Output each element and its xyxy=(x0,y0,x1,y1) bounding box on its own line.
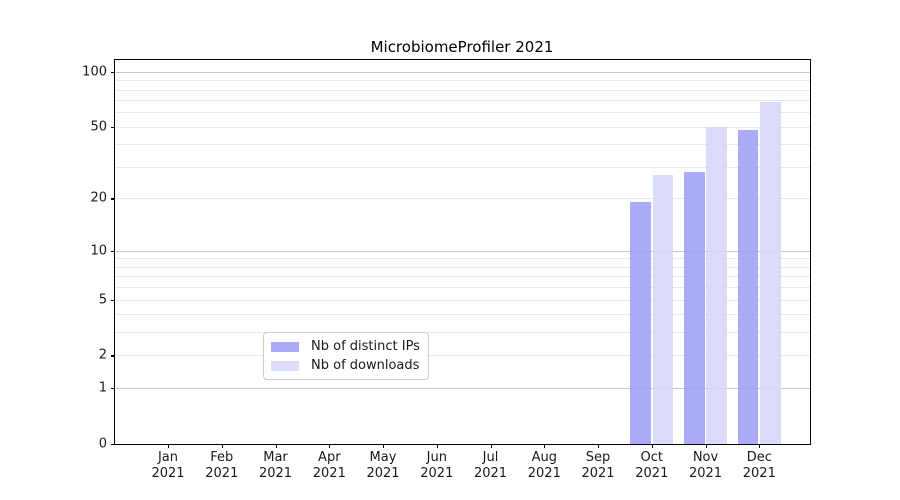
y-gridline xyxy=(115,71,810,73)
x-tick xyxy=(651,444,653,448)
bar-downloads xyxy=(760,102,781,444)
x-tick xyxy=(759,444,761,448)
legend-item-label: Nb of distinct IPs xyxy=(311,339,420,354)
y-tick-label: 50 xyxy=(90,119,107,135)
y-tick xyxy=(111,250,115,252)
y-gridline xyxy=(115,250,810,252)
x-tick-label: Apr 2021 xyxy=(312,450,346,481)
x-tick-label: Nov 2021 xyxy=(688,450,723,481)
plot-area: 0 1 2 5 10 20 50 100 Jan 2021 Feb 2021 Mar 2021 Apr 202… xyxy=(82,59,811,481)
legend-item: Nb of downloads xyxy=(271,358,420,373)
x-tick-label: May 2021 xyxy=(366,450,400,481)
x-tick-label: Feb 2021 xyxy=(205,450,239,481)
y-gridline xyxy=(115,332,810,334)
y-gridline xyxy=(115,287,810,288)
y-tick xyxy=(111,355,115,357)
y-gridline xyxy=(115,266,810,268)
y-gridline xyxy=(115,355,810,357)
x-tick-label: Jul 2021 xyxy=(473,450,508,481)
y-gridline xyxy=(115,258,810,260)
bar-distinct-ips xyxy=(684,172,705,444)
x-tick-label: Jun 2021 xyxy=(420,450,454,481)
y-tick-label: 0 xyxy=(98,436,107,452)
x-tick xyxy=(221,444,223,448)
legend-swatch-distinct-ips xyxy=(271,341,299,352)
y-gridline xyxy=(115,167,810,168)
y-tick-label: 100 xyxy=(82,64,107,80)
y-gridline xyxy=(115,89,810,91)
y-gridline xyxy=(115,80,810,82)
legend-item-label: Nb of downloads xyxy=(311,358,420,373)
bar-distinct-ips xyxy=(630,202,651,444)
y-gridline xyxy=(115,388,810,390)
y-tick xyxy=(111,444,115,446)
x-tick-label: Sep 2021 xyxy=(581,450,615,481)
y-gridline xyxy=(115,299,810,301)
y-tick-label: 5 xyxy=(98,292,107,307)
legend: Nb of distinct IPs Nb of downloads xyxy=(263,332,429,380)
x-tick xyxy=(490,444,492,448)
legend-swatch-downloads xyxy=(271,360,299,371)
y-tick-label: 2 xyxy=(98,347,107,363)
y-tick-label: 20 xyxy=(90,190,107,206)
x-tick-label: Mar 2021 xyxy=(258,450,293,481)
x-tick xyxy=(168,444,170,448)
y-gridline xyxy=(115,314,810,316)
y-tick xyxy=(111,299,115,301)
bar-distinct-ips xyxy=(737,130,759,444)
bar-downloads xyxy=(706,126,727,444)
y-gridline xyxy=(115,276,810,278)
x-tick xyxy=(598,444,600,448)
x-tick xyxy=(436,444,438,448)
x-tick-label: Jan 2021 xyxy=(151,450,185,481)
x-tick xyxy=(329,444,331,448)
y-tick xyxy=(111,388,115,390)
legend-item: Nb of distinct IPs xyxy=(271,339,420,354)
x-tick xyxy=(383,444,385,448)
y-tick xyxy=(111,198,115,200)
chart-title: MicrobiomeProfiler 2021 xyxy=(370,38,554,56)
y-tick-label: 10 xyxy=(90,243,107,259)
x-tick xyxy=(275,444,277,448)
y-tick-label: 1 xyxy=(98,380,107,396)
y-gridline xyxy=(115,198,810,200)
x-tick-label: Oct 2021 xyxy=(635,450,669,481)
y-tick xyxy=(111,126,115,128)
y-tick xyxy=(111,71,115,73)
y-gridline xyxy=(115,126,810,128)
y-gridline xyxy=(115,112,810,114)
x-tick-label: Dec 2021 xyxy=(742,450,776,481)
bar-downloads xyxy=(652,175,673,444)
x-tick xyxy=(544,444,546,448)
x-tick xyxy=(705,444,707,448)
x-tick-label: Aug 2021 xyxy=(527,450,561,481)
y-gridline xyxy=(115,144,810,146)
y-gridline xyxy=(115,100,810,102)
